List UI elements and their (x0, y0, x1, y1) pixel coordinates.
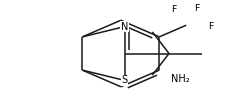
Text: F: F (193, 4, 198, 13)
Text: F: F (207, 22, 212, 31)
Text: F: F (171, 5, 176, 14)
Text: N: N (120, 22, 128, 32)
Text: S: S (121, 75, 127, 85)
Text: NH₂: NH₂ (170, 74, 189, 84)
